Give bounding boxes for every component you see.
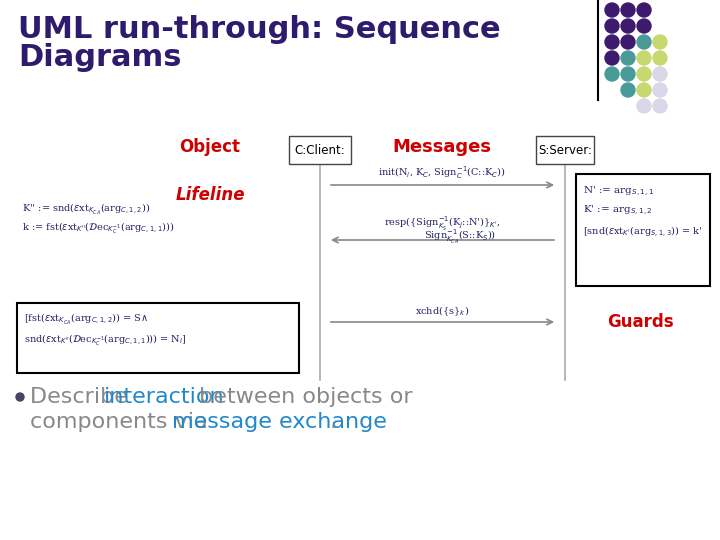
Circle shape xyxy=(605,3,619,17)
Text: init(N$_i$, K$_C$, Sign$_{C}^{-1}$(C::K$_C$)): init(N$_i$, K$_C$, Sign$_{C}^{-1}$(C::K$… xyxy=(378,164,506,181)
FancyBboxPatch shape xyxy=(536,136,594,164)
Circle shape xyxy=(16,393,24,401)
Text: [fst($\varepsilon$xt$_{K_{CA}}$(arg$_{C,1,2}$)) = S$\wedge$: [fst($\varepsilon$xt$_{K_{CA}}$(arg$_{C,… xyxy=(24,312,148,327)
Circle shape xyxy=(637,35,651,49)
Circle shape xyxy=(637,51,651,65)
FancyBboxPatch shape xyxy=(289,136,351,164)
Circle shape xyxy=(621,83,635,97)
Text: Describe: Describe xyxy=(30,387,135,407)
Circle shape xyxy=(605,67,619,81)
Circle shape xyxy=(637,83,651,97)
Circle shape xyxy=(605,19,619,33)
Text: message exchange: message exchange xyxy=(172,412,387,432)
Text: Sign$_{K_{CA}}^{-1}$(S::K$_S$)): Sign$_{K_{CA}}^{-1}$(S::K$_S$)) xyxy=(424,228,496,246)
Text: K'' := snd($\varepsilon$xt$_{K_{CA}}$(arg$_{C,1,2}$)): K'' := snd($\varepsilon$xt$_{K_{CA}}$(ar… xyxy=(22,202,150,217)
Text: Diagrams: Diagrams xyxy=(18,43,181,72)
Text: xchd({s}$_k$): xchd({s}$_k$) xyxy=(415,305,469,318)
Circle shape xyxy=(653,99,667,113)
Text: snd($\varepsilon$xt$_{K''}$($\mathcal{D}$ec$_{K_C^{-1}}$(arg$_{C,1,1}$))) = N$_i: snd($\varepsilon$xt$_{K''}$($\mathcal{D}… xyxy=(24,332,186,348)
Text: S:Server:: S:Server: xyxy=(538,144,592,157)
Circle shape xyxy=(637,99,651,113)
Circle shape xyxy=(653,35,667,49)
Text: C:Client:: C:Client: xyxy=(294,144,346,157)
Text: Lifeline: Lifeline xyxy=(175,186,245,204)
Text: .: . xyxy=(330,412,337,432)
Text: [snd($\varepsilon$xt$_{K'}$(arg$_{S,1,3}$)) = k': [snd($\varepsilon$xt$_{K'}$(arg$_{S,1,3}… xyxy=(583,225,702,240)
Text: Guards: Guards xyxy=(607,313,673,331)
FancyBboxPatch shape xyxy=(17,303,299,373)
Circle shape xyxy=(653,51,667,65)
Circle shape xyxy=(637,3,651,17)
Text: components via: components via xyxy=(30,412,215,432)
FancyBboxPatch shape xyxy=(576,174,710,286)
Circle shape xyxy=(605,51,619,65)
Circle shape xyxy=(621,67,635,81)
Circle shape xyxy=(653,67,667,81)
Circle shape xyxy=(621,51,635,65)
Text: k := fst($\varepsilon$xt$_{K''}$($\mathcal{D}$ec$_{K_C^{-1}}$(arg$_{C,1,1}$))): k := fst($\varepsilon$xt$_{K''}$($\mathc… xyxy=(22,220,174,236)
Circle shape xyxy=(637,67,651,81)
Text: UML run-through: Sequence: UML run-through: Sequence xyxy=(18,15,500,44)
Circle shape xyxy=(605,35,619,49)
Text: N' := arg$_{S,1,1}$: N' := arg$_{S,1,1}$ xyxy=(583,185,654,199)
Circle shape xyxy=(621,35,635,49)
Text: K' := arg$_{S,1,2}$: K' := arg$_{S,1,2}$ xyxy=(583,204,653,218)
Text: Messages: Messages xyxy=(392,138,492,156)
Text: resp({Sign$_{K_S}^{-1}$(K$_j$::N')}$_{K'}$,: resp({Sign$_{K_S}^{-1}$(K$_j$::N')}$_{K'… xyxy=(384,215,500,233)
Text: Object: Object xyxy=(179,138,240,156)
Circle shape xyxy=(653,83,667,97)
Text: interaction: interaction xyxy=(104,387,225,407)
Circle shape xyxy=(621,19,635,33)
Circle shape xyxy=(621,3,635,17)
Circle shape xyxy=(637,19,651,33)
Text: between objects or: between objects or xyxy=(192,387,413,407)
